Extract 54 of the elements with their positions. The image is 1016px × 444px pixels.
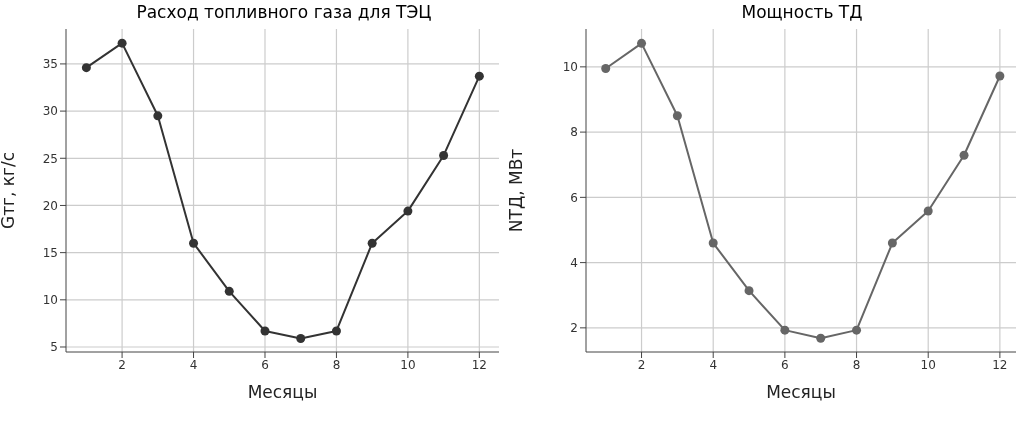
point xyxy=(189,238,199,248)
y-tick-label: 2 xyxy=(570,321,578,336)
point xyxy=(331,326,341,336)
y-tick-label: 25 xyxy=(42,151,58,166)
point xyxy=(117,38,127,48)
x-axis-title: Месяцы xyxy=(766,382,836,402)
x-tick-label: 2 xyxy=(118,357,126,372)
y-tick-label: 6 xyxy=(570,190,578,205)
point xyxy=(439,150,449,160)
x-tick-label: 12 xyxy=(992,357,1008,372)
point xyxy=(224,286,234,296)
x-tick-label: 4 xyxy=(709,357,718,372)
x-tick-label: 12 xyxy=(471,357,487,372)
point xyxy=(153,111,163,121)
y-tick-label: 8 xyxy=(570,125,578,140)
y-axis-title: NТД, МВт xyxy=(506,148,527,233)
y-tick-label: 35 xyxy=(42,57,58,72)
y-tick-label: 5 xyxy=(50,340,58,355)
point xyxy=(672,111,682,121)
x-tick-label: 8 xyxy=(852,357,861,372)
point xyxy=(81,63,91,73)
point xyxy=(637,38,647,48)
point xyxy=(995,71,1005,81)
x-tick-label: 6 xyxy=(781,357,789,372)
x-tick-label: 2 xyxy=(637,357,646,372)
point xyxy=(887,238,897,248)
point xyxy=(367,238,377,248)
y-tick-label: 10 xyxy=(562,60,578,75)
point xyxy=(780,325,790,335)
point xyxy=(403,206,413,216)
point xyxy=(852,325,862,335)
y-tick-label: 30 xyxy=(42,104,58,119)
point xyxy=(816,333,826,343)
x-tick-label: 4 xyxy=(189,357,198,372)
x-tick-label: 8 xyxy=(332,357,341,372)
point xyxy=(708,238,718,248)
chart-title: Расход топливного газа для ТЭЦ xyxy=(135,2,433,22)
x-tick-label: 10 xyxy=(400,357,416,372)
point xyxy=(296,334,306,344)
point xyxy=(923,206,933,216)
y-tick-label: 20 xyxy=(42,198,58,213)
x-tick-label: 10 xyxy=(920,357,936,372)
y-tick-label: 15 xyxy=(42,245,58,260)
point xyxy=(601,63,611,73)
x-axis-title: Месяцы xyxy=(247,382,318,402)
point xyxy=(260,326,270,336)
point xyxy=(744,286,754,296)
chart-title: Мощность ТД xyxy=(740,2,864,22)
point xyxy=(474,71,484,81)
point xyxy=(959,150,969,160)
y-tick-label: 10 xyxy=(42,293,58,308)
y-tick-label: 4 xyxy=(570,255,578,270)
y-axis-title: Gтг, кг/с xyxy=(0,151,19,230)
x-tick-label: 6 xyxy=(261,357,269,372)
